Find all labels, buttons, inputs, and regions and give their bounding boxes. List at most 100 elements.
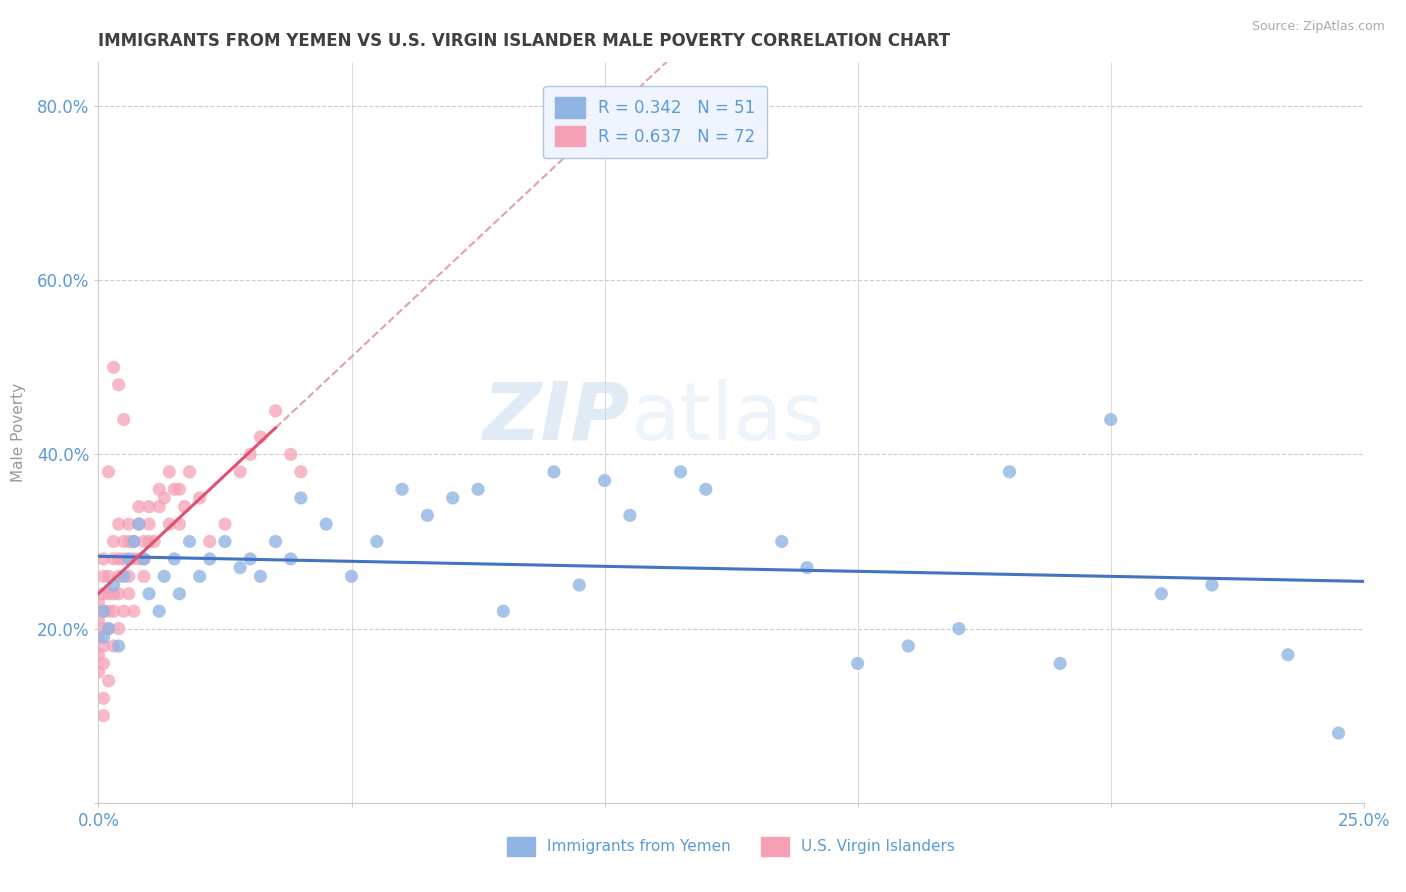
- Point: [103, 552, 125, 566]
- Point: [93, 622, 115, 636]
- Point: [97, 673, 120, 688]
- Point: [173, 500, 195, 514]
- Point: [796, 560, 818, 574]
- Point: [846, 657, 869, 671]
- Point: [239, 552, 262, 566]
- Point: [138, 587, 160, 601]
- Point: [391, 482, 413, 496]
- Point: [290, 491, 312, 505]
- Point: [138, 500, 160, 514]
- Point: [93, 639, 115, 653]
- Point: [103, 534, 125, 549]
- Point: [280, 447, 302, 461]
- Point: [103, 604, 125, 618]
- Point: [87, 630, 110, 644]
- Point: [107, 587, 129, 601]
- Point: [97, 587, 120, 601]
- Point: [132, 534, 155, 549]
- Point: [280, 552, 302, 566]
- Point: [188, 491, 211, 505]
- Point: [112, 552, 135, 566]
- Point: [619, 508, 641, 523]
- Point: [138, 517, 160, 532]
- Point: [1099, 412, 1122, 426]
- Point: [1201, 578, 1223, 592]
- Point: [132, 569, 155, 583]
- Point: [93, 630, 115, 644]
- Text: ZIP: ZIP: [482, 379, 630, 457]
- Point: [118, 552, 141, 566]
- Point: [93, 552, 115, 566]
- Point: [107, 552, 129, 566]
- Point: [93, 691, 115, 706]
- Point: [188, 569, 211, 583]
- Point: [97, 569, 120, 583]
- Point: [179, 534, 201, 549]
- Point: [148, 500, 170, 514]
- Point: [107, 639, 129, 653]
- Point: [441, 491, 464, 505]
- Point: [695, 482, 717, 496]
- Point: [948, 622, 970, 636]
- Point: [169, 587, 191, 601]
- Point: [97, 622, 120, 636]
- Point: [107, 622, 129, 636]
- Point: [93, 657, 115, 671]
- Point: [118, 517, 141, 532]
- Point: [148, 604, 170, 618]
- Point: [107, 377, 129, 392]
- Point: [103, 587, 125, 601]
- Legend: Immigrants from Yemen, U.S. Virgin Islanders: Immigrants from Yemen, U.S. Virgin Islan…: [501, 831, 962, 862]
- Point: [198, 534, 221, 549]
- Point: [1150, 587, 1173, 601]
- Point: [1049, 657, 1071, 671]
- Point: [97, 465, 120, 479]
- Point: [340, 569, 363, 583]
- Point: [87, 665, 110, 680]
- Point: [669, 465, 692, 479]
- Point: [264, 534, 287, 549]
- Point: [93, 587, 115, 601]
- Point: [770, 534, 793, 549]
- Point: [198, 552, 221, 566]
- Point: [315, 517, 337, 532]
- Point: [290, 465, 312, 479]
- Point: [107, 569, 129, 583]
- Point: [132, 552, 155, 566]
- Point: [214, 534, 236, 549]
- Point: [118, 534, 141, 549]
- Point: [128, 517, 150, 532]
- Point: [179, 465, 201, 479]
- Point: [128, 500, 150, 514]
- Point: [122, 534, 145, 549]
- Point: [118, 569, 141, 583]
- Point: [112, 412, 135, 426]
- Point: [229, 560, 252, 574]
- Point: [897, 639, 920, 653]
- Point: [107, 517, 129, 532]
- Point: [1277, 648, 1299, 662]
- Point: [264, 404, 287, 418]
- Point: [87, 648, 110, 662]
- Point: [112, 534, 135, 549]
- Point: [93, 569, 115, 583]
- Point: [467, 482, 489, 496]
- Point: [97, 604, 120, 618]
- Point: [153, 491, 176, 505]
- Point: [128, 552, 150, 566]
- Point: [239, 447, 262, 461]
- Point: [492, 604, 515, 618]
- Point: [1327, 726, 1350, 740]
- Point: [157, 465, 180, 479]
- Point: [366, 534, 388, 549]
- Point: [103, 578, 125, 592]
- Point: [118, 587, 141, 601]
- Text: Source: ZipAtlas.com: Source: ZipAtlas.com: [1251, 20, 1385, 33]
- Point: [112, 569, 135, 583]
- Point: [249, 430, 271, 444]
- Point: [416, 508, 439, 523]
- Point: [568, 578, 591, 592]
- Point: [163, 482, 186, 496]
- Point: [163, 552, 186, 566]
- Point: [153, 569, 176, 583]
